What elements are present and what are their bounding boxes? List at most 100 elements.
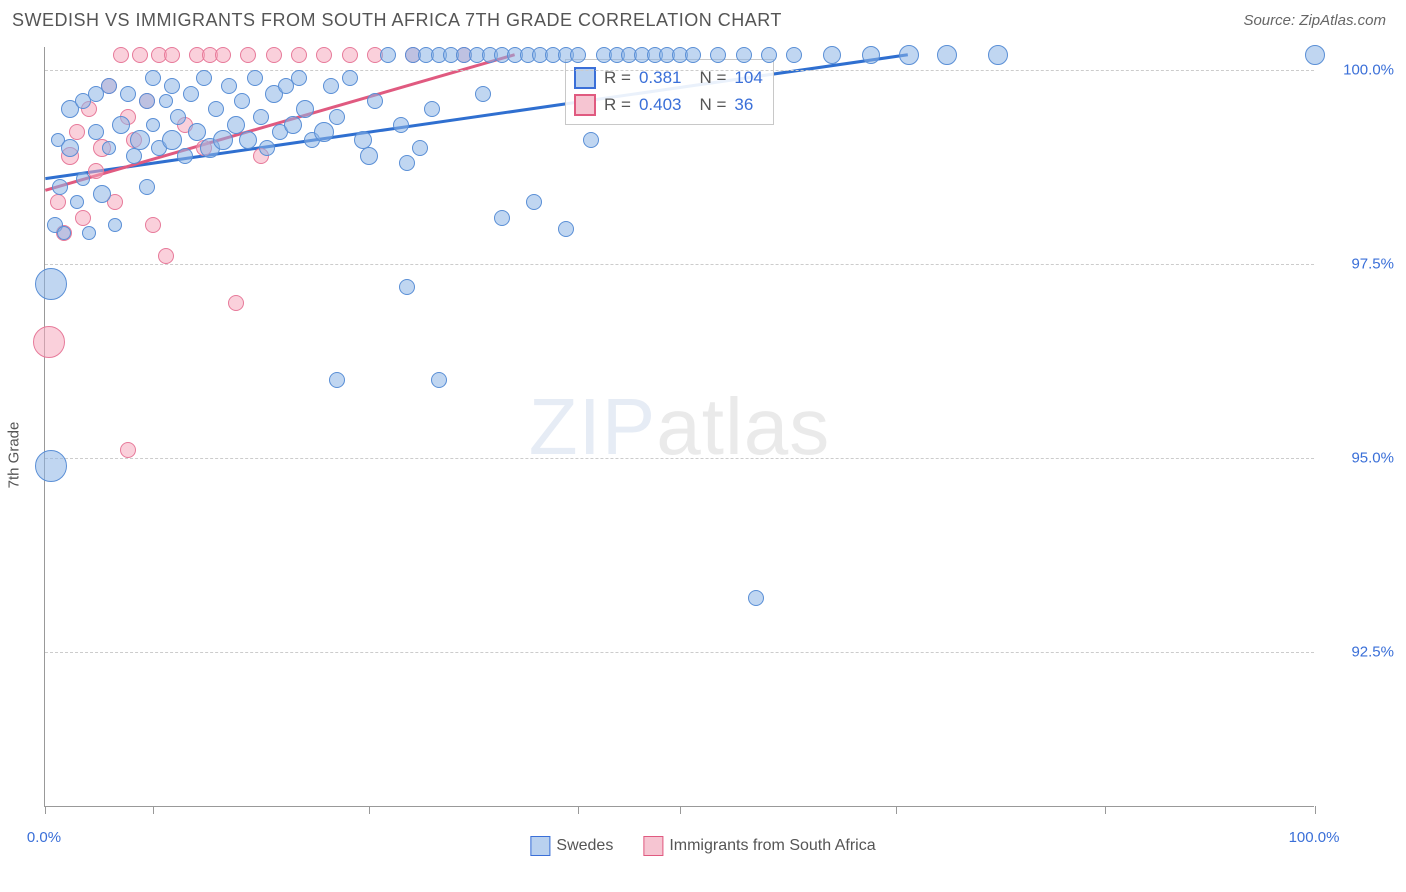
legend-swatch-sa [574, 94, 596, 116]
data-point-swedes [526, 194, 542, 210]
legend-label: Immigrants from South Africa [669, 837, 875, 854]
data-point-swedes [284, 116, 302, 134]
data-point-sa [164, 47, 180, 63]
legend-item-swedes: Swedes [530, 836, 613, 856]
data-point-swedes [35, 268, 67, 300]
x-tick [578, 806, 579, 814]
data-point-sa [316, 47, 332, 63]
data-point-swedes [221, 78, 237, 94]
n-value: 104 [734, 64, 762, 91]
data-point-swedes [35, 450, 67, 482]
data-point-swedes [761, 47, 777, 63]
data-point-sa [88, 163, 104, 179]
data-point-swedes [329, 372, 345, 388]
data-point-swedes [412, 140, 428, 156]
x-tick-label: 100.0% [1289, 829, 1340, 846]
data-point-sa [215, 47, 231, 63]
data-point-sa [33, 326, 65, 358]
data-point-swedes [145, 70, 161, 86]
data-point-swedes [130, 130, 150, 150]
data-point-swedes [399, 155, 415, 171]
legend-label: Swedes [556, 837, 613, 854]
data-point-sa [50, 194, 66, 210]
legend-swatch-swedes [530, 836, 550, 856]
data-point-sa [145, 217, 161, 233]
data-point-swedes [170, 109, 186, 125]
data-point-sa [266, 47, 282, 63]
data-point-swedes [393, 117, 409, 133]
stats-row-sa: R =0.403N =36 [574, 91, 763, 118]
data-point-swedes [234, 93, 250, 109]
stats-row-swedes: R =0.381N =104 [574, 64, 763, 91]
x-tick [1315, 806, 1316, 814]
data-point-swedes [296, 100, 314, 118]
data-point-swedes [120, 86, 136, 102]
x-tick [1105, 806, 1106, 814]
data-point-swedes [570, 47, 586, 63]
data-point-swedes [494, 210, 510, 226]
bottom-legend: Swedes Immigrants from South Africa [530, 821, 875, 871]
n-label: N = [699, 64, 726, 91]
data-point-swedes [139, 93, 155, 109]
data-point-swedes [988, 45, 1008, 65]
y-axis-label: 7th Grade [6, 422, 23, 489]
data-point-sa [75, 210, 91, 226]
data-point-swedes [108, 218, 122, 232]
data-point-swedes [61, 139, 79, 157]
data-point-swedes [736, 47, 752, 63]
data-point-sa [291, 47, 307, 63]
data-point-swedes [102, 141, 116, 155]
trendlines-layer [45, 47, 1314, 806]
data-point-swedes [82, 226, 96, 240]
data-point-sa [240, 47, 256, 63]
data-point-swedes [823, 46, 841, 64]
data-point-sa [158, 248, 174, 264]
data-point-swedes [342, 70, 358, 86]
y-tick-label: 92.5% [1351, 643, 1394, 660]
stats-legend-box: R =0.381N =104R =0.403N =36 [565, 59, 774, 125]
data-point-swedes [76, 172, 90, 186]
gridline-h [45, 264, 1314, 265]
gridline-h [45, 70, 1314, 71]
data-point-swedes [93, 185, 111, 203]
data-point-sa [120, 442, 136, 458]
legend-item-sa: Immigrants from South Africa [643, 836, 875, 856]
data-point-swedes [399, 279, 415, 295]
y-tick-label: 95.0% [1351, 450, 1394, 467]
data-point-swedes [183, 86, 199, 102]
data-point-swedes [162, 130, 182, 150]
chart-title: SWEDISH VS IMMIGRANTS FROM SOUTH AFRICA … [12, 10, 782, 31]
data-point-swedes [583, 132, 599, 148]
plot-region: ZIPatlas R =0.381N =104R =0.403N =36 [44, 47, 1314, 807]
data-point-swedes [360, 147, 378, 165]
data-point-swedes [101, 78, 117, 94]
data-point-swedes [112, 116, 130, 134]
data-point-swedes [1305, 45, 1325, 65]
data-point-swedes [862, 46, 880, 64]
chart-area: 7th Grade ZIPatlas R =0.381N =104R =0.40… [0, 35, 1406, 875]
data-point-swedes [424, 101, 440, 117]
data-point-swedes [247, 70, 263, 86]
r-label: R = [604, 64, 631, 91]
y-tick-label: 97.5% [1351, 256, 1394, 273]
data-point-swedes [558, 221, 574, 237]
data-point-swedes [139, 179, 155, 195]
data-point-swedes [748, 590, 764, 606]
data-point-swedes [88, 124, 104, 140]
x-tick-label: 0.0% [27, 829, 61, 846]
x-tick [680, 806, 681, 814]
x-tick [896, 806, 897, 814]
data-point-swedes [685, 47, 701, 63]
data-point-swedes [253, 109, 269, 125]
data-point-swedes [213, 130, 233, 150]
data-point-swedes [208, 101, 224, 117]
data-point-swedes [367, 93, 383, 109]
data-point-swedes [259, 140, 275, 156]
data-point-swedes [52, 179, 68, 195]
y-tick-label: 100.0% [1343, 62, 1394, 79]
data-point-swedes [475, 86, 491, 102]
data-point-swedes [196, 70, 212, 86]
data-point-sa [132, 47, 148, 63]
data-point-swedes [239, 131, 257, 149]
data-point-swedes [786, 47, 802, 63]
